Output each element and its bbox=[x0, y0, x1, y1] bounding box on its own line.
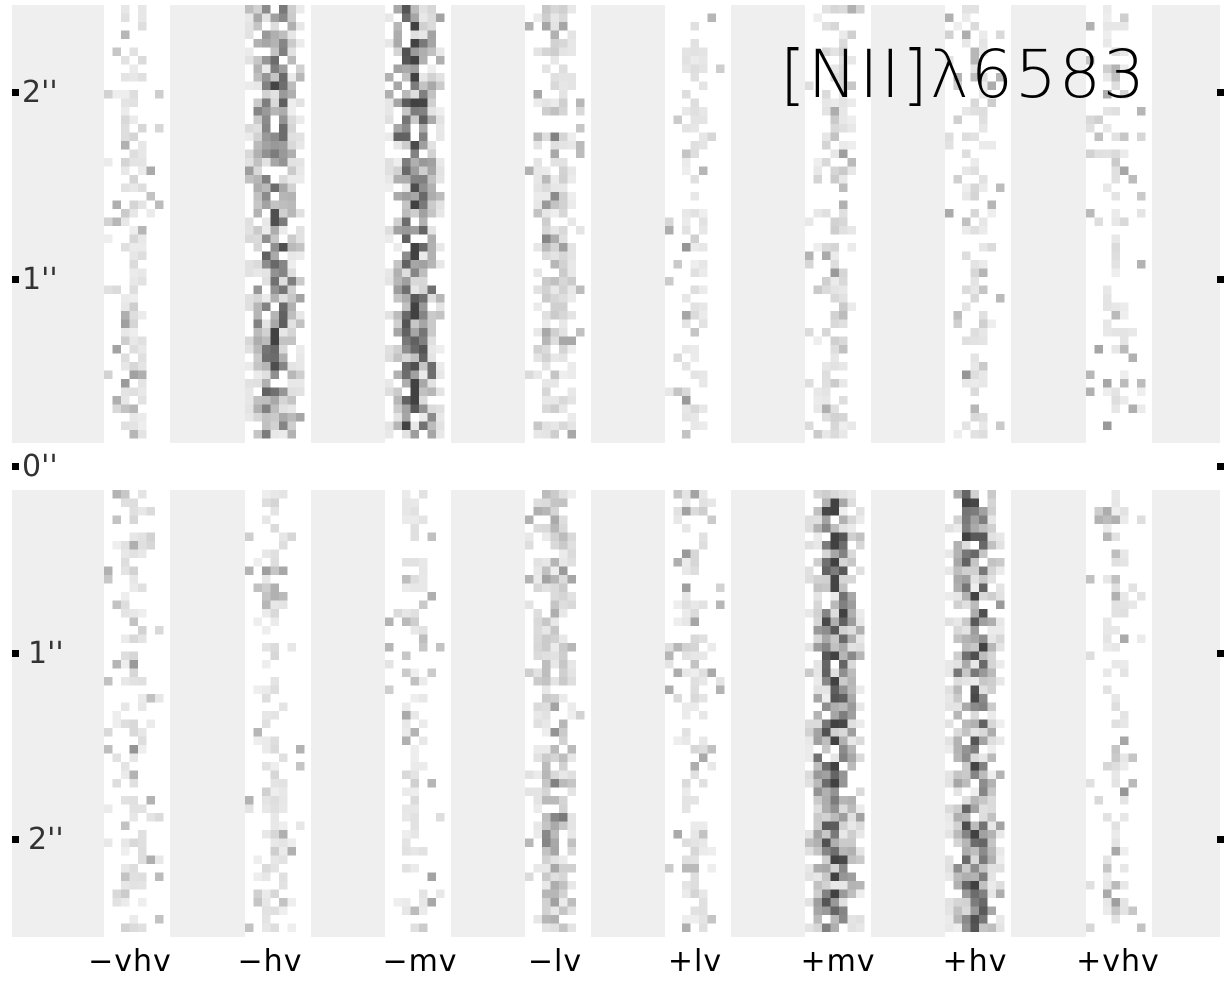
slit-lower-6 bbox=[945, 490, 1011, 937]
slit-upper-3 bbox=[525, 5, 591, 443]
slit-upper-0 bbox=[104, 5, 170, 443]
band-label-neg-hv: −hv bbox=[237, 944, 303, 979]
y-tick-right-upper-1 bbox=[1217, 276, 1224, 283]
y-label-upper-1: 1'' bbox=[22, 262, 58, 297]
y-label-upper-2: 2'' bbox=[22, 75, 58, 110]
y-tick-right-center bbox=[1217, 463, 1224, 470]
y-label-center-0: 0'' bbox=[22, 449, 58, 484]
y-tick-lower-2 bbox=[12, 836, 19, 843]
slit-lower-2 bbox=[385, 490, 451, 937]
y-tick-right-upper-2 bbox=[1217, 89, 1224, 96]
band-label-neg-lv: −lv bbox=[527, 944, 583, 979]
figure-title: [NII]λ6583 bbox=[780, 36, 1147, 113]
slit-lower-1 bbox=[245, 490, 311, 937]
band-label-neg-vhv: −vhv bbox=[88, 944, 172, 979]
slit-upper-4 bbox=[665, 5, 731, 443]
slit-lower-7 bbox=[1086, 490, 1152, 937]
y-label-lower-2: 2'' bbox=[28, 822, 64, 857]
slit-upper-1 bbox=[245, 5, 311, 443]
panel-lower-background bbox=[12, 490, 1220, 937]
y-tick-center-0 bbox=[12, 463, 19, 470]
y-tick-right-lower-2 bbox=[1217, 836, 1224, 843]
slit-lower-5 bbox=[805, 490, 871, 937]
y-tick-upper-2 bbox=[12, 89, 19, 96]
band-label-pos-lv: +lv bbox=[667, 944, 723, 979]
y-label-lower-1: 1'' bbox=[28, 636, 64, 671]
band-label-pos-mv: +mv bbox=[800, 944, 876, 979]
slit-upper-6 bbox=[945, 5, 1011, 443]
band-label-pos-hv: +hv bbox=[942, 944, 1008, 979]
band-label-neg-mv: −mv bbox=[382, 944, 458, 979]
y-tick-upper-1 bbox=[12, 276, 19, 283]
y-tick-right-lower-1 bbox=[1217, 650, 1224, 657]
slit-lower-3 bbox=[525, 490, 591, 937]
slit-upper-5 bbox=[805, 5, 871, 443]
slit-lower-4 bbox=[665, 490, 731, 937]
slit-upper-7 bbox=[1086, 5, 1152, 443]
slit-upper-2 bbox=[385, 5, 451, 443]
y-tick-lower-1 bbox=[12, 650, 19, 657]
panel-upper-background bbox=[12, 5, 1220, 443]
slit-lower-0 bbox=[104, 490, 170, 937]
band-label-pos-vhv: +vhv bbox=[1076, 944, 1160, 979]
